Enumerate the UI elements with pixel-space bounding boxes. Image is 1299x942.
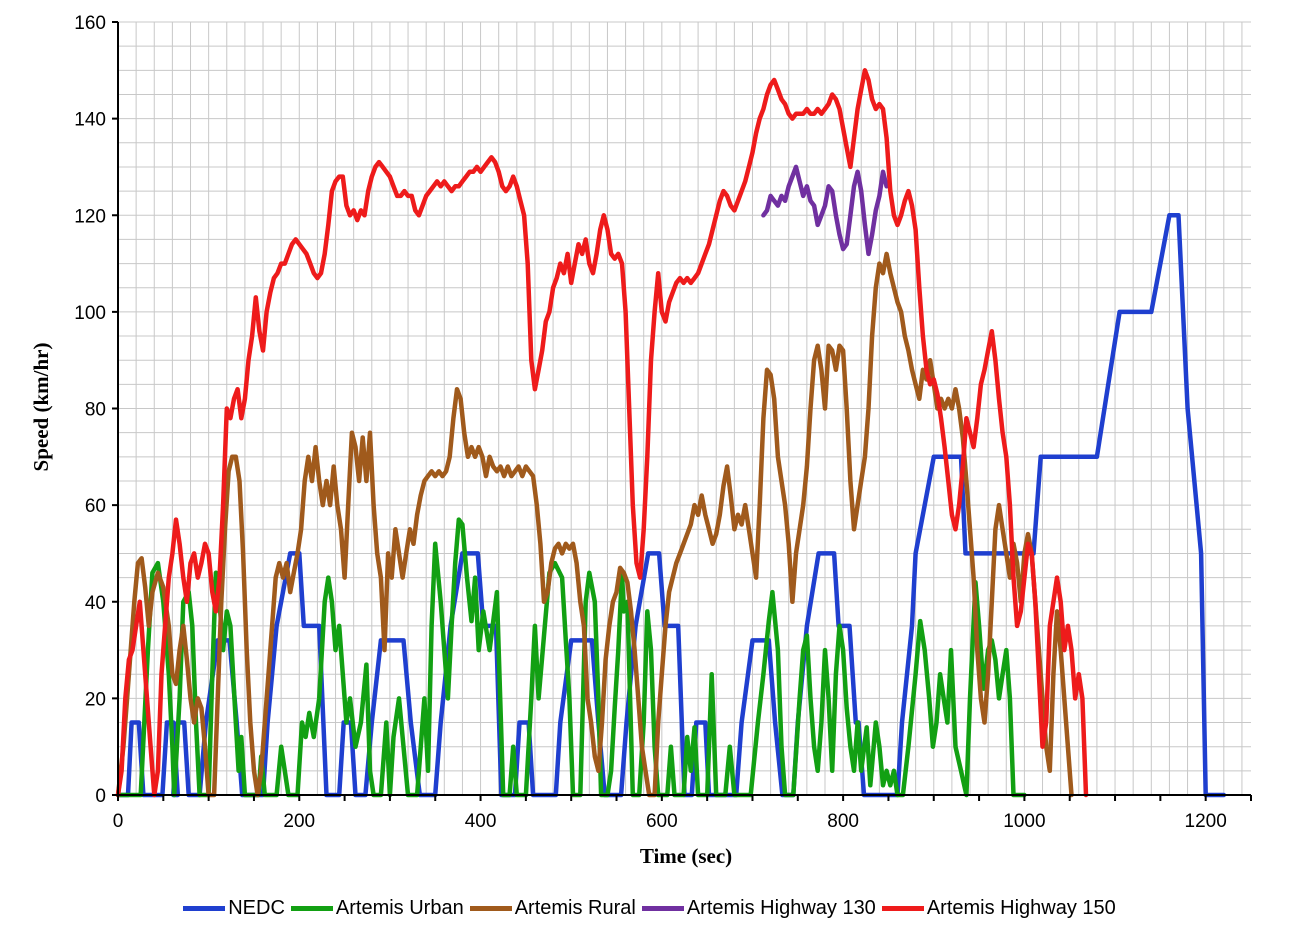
legend: NEDC Artemis Urban Artemis Rural Artemis Hi… [0,893,1299,923]
y-tick-label: 20 [85,689,106,710]
legend-swatch [183,905,226,911]
x-tick-label: 600 [646,811,678,832]
legend-item: Artemis Highway 150 [881,896,1116,920]
series-line-artemis-rural [115,251,1074,798]
y-axis-title: Speed (km/hr) [29,343,53,472]
legend-label: Artemis Highway 130 [686,896,876,919]
legend-item: Artemis Rural [469,896,636,920]
y-tick-label: 40 [85,593,106,614]
legend-item: Artemis Highway 130 [641,896,876,920]
series-line-artemis-highway-130 [761,164,889,257]
legend-label: Artemis Rural [514,896,636,919]
x-tick-label: 0 [113,811,124,832]
tick-labels: 0 20 40 60 80 100 120 140 160 0 200 400 600 800 1000 12… [74,13,1227,832]
y-tick-label: 0 [95,786,106,807]
legend-label: NEDC [228,896,285,919]
line-chart: 0 20 40 60 80 100 120 140 160 0 200 400 600 800 1000 12… [29,13,1252,868]
legend-swatch [641,905,684,911]
series-line-artemis-highway-150 [115,68,1089,798]
legend-label: Artemis Urban [335,896,464,919]
x-tick-label: 1200 [1185,811,1227,832]
x-axis-title: Time (sec) [640,844,732,868]
series-lines [115,68,1227,798]
legend-item: Artemis Urban [290,896,464,920]
y-tick-label: 160 [74,13,106,34]
legend-item: NEDC [183,897,285,920]
x-tick-label: 800 [827,811,859,832]
y-tick-label: 120 [74,206,106,227]
y-tick-label: 140 [74,110,106,131]
x-tick-label: 400 [465,811,497,832]
y-tick-label: 60 [85,496,106,517]
axes [112,21,1252,801]
legend-swatch [290,905,333,911]
x-tick-label: 200 [283,811,315,832]
legend-swatch [469,905,512,911]
legend-swatch [881,905,924,911]
y-tick-label: 80 [85,400,106,421]
legend-label: Artemis Highway 150 [926,896,1116,919]
x-tick-label: 1000 [1003,811,1045,832]
y-tick-label: 100 [74,303,106,324]
